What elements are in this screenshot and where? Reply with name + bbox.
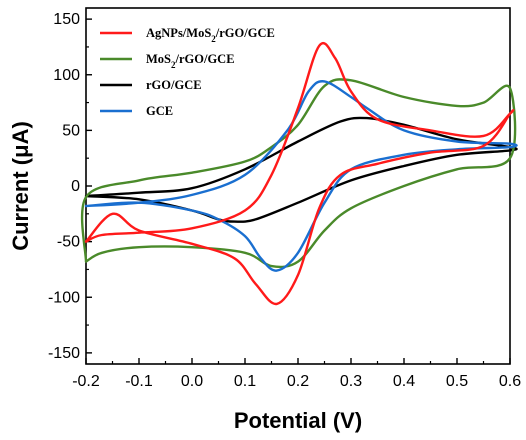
- y-axis-title: Current (μA): [8, 121, 33, 251]
- curves: [80, 41, 518, 306]
- x-tick-label: 0.4: [393, 373, 415, 390]
- x-tick-label: -0.1: [125, 373, 153, 390]
- y-tick-label: -50: [57, 234, 80, 251]
- y-tick-label: -100: [48, 289, 80, 306]
- legend-label: MoS2/rGO/GCE: [146, 52, 235, 70]
- y-tick-label: 100: [53, 67, 80, 84]
- y-tick-label: 150: [53, 11, 80, 28]
- legend: AgNPs/MoS2/rGO/GCE MoS2/rGO/GCE rGO/GCE GCE: [100, 26, 275, 118]
- x-tick-label: 0.0: [181, 373, 203, 390]
- y-tick-label: -150: [48, 345, 80, 362]
- y-tick-label: 0: [71, 178, 80, 195]
- series-line: [84, 41, 515, 306]
- x-tick-label: 0.1: [234, 373, 256, 390]
- x-tick-label: -0.2: [72, 373, 100, 390]
- x-tick-label: 0.2: [287, 373, 309, 390]
- x-tick-label: 0.6: [499, 373, 521, 390]
- series-line: [84, 80, 518, 272]
- x-tick-label: 0.3: [340, 373, 362, 390]
- y-tick-label: 50: [62, 122, 80, 139]
- legend-label: GCE: [146, 104, 173, 118]
- legend-label: AgNPs/MoS2/rGO/GCE: [146, 26, 275, 44]
- series-line: [80, 78, 517, 269]
- x-tick-label: 0.5: [446, 373, 468, 390]
- legend-label: rGO/GCE: [146, 78, 202, 92]
- x-axis-title: Potential (V): [234, 408, 362, 433]
- axis-ticks: -0.2 -0.1 0.0 0.1 0.2 0.3 0.4 0.5 0.6 -150 -100 -50…: [48, 11, 521, 390]
